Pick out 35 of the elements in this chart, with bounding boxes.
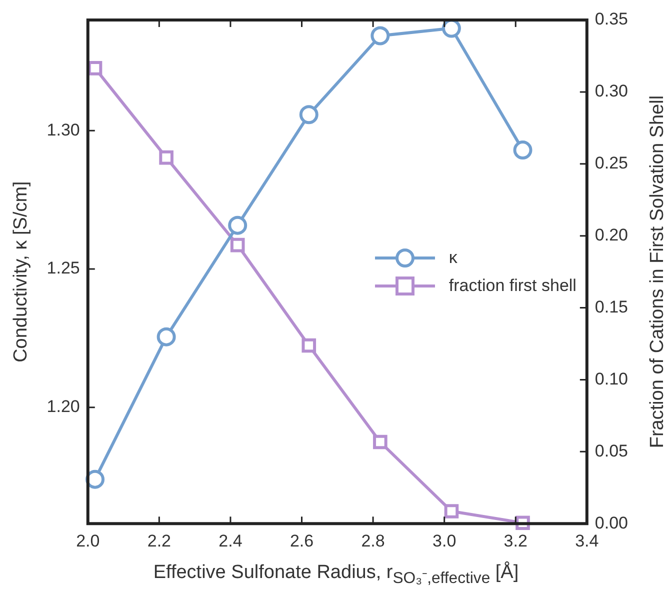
x-tick-label: 3.2 — [504, 531, 528, 550]
point — [88, 61, 102, 76]
y-tick-label: 1.25 — [46, 258, 80, 278]
y2-tick-label: 0.15 — [594, 297, 628, 316]
point — [444, 504, 459, 518]
y2-tick-label: 0.10 — [594, 369, 628, 388]
y-tick-label: 1.20 — [46, 397, 80, 416]
x-tick-label: 3.4 — [575, 531, 599, 550]
y2-tick-label: 0.05 — [594, 441, 628, 460]
y2-tick-label: 0.25 — [594, 154, 628, 173]
point — [159, 150, 174, 165]
y2-tick-label: 0.00 — [594, 513, 628, 532]
x-tick-label: 2.2 — [147, 531, 171, 550]
y2-axis-title: Fraction of Cations in First Solvation Shell — [647, 95, 668, 448]
point — [156, 327, 176, 346]
x-tick-label: 2.6 — [290, 531, 314, 550]
y-axis-title: Conductivity, κ [S/cm] — [10, 181, 32, 362]
point — [302, 338, 316, 353]
x-axis-title: Effective Sulfonate Radius, r$_{SO₃⁻,effective}$ [Å] — [152, 562, 520, 588]
y2-tick-label: 0.20 — [594, 226, 628, 245]
point — [513, 140, 532, 160]
y2-tick-label: 0.35 — [594, 10, 628, 29]
point — [230, 238, 245, 252]
point — [228, 216, 248, 235]
y-tick-label: 1.30 — [46, 120, 80, 140]
legend-label: fraction first shell — [448, 276, 576, 296]
y2-tick-label: 0.30 — [594, 82, 628, 101]
x-tick-label: 3.0 — [432, 531, 456, 550]
point — [370, 26, 390, 46]
x-tick-label: 2.0 — [76, 531, 100, 550]
point — [373, 434, 388, 450]
x-tick-label: 2.8 — [361, 531, 385, 550]
x-tick-label: 2.4 — [218, 531, 242, 550]
legend-label: κ — [448, 248, 458, 268]
point — [299, 105, 318, 124]
